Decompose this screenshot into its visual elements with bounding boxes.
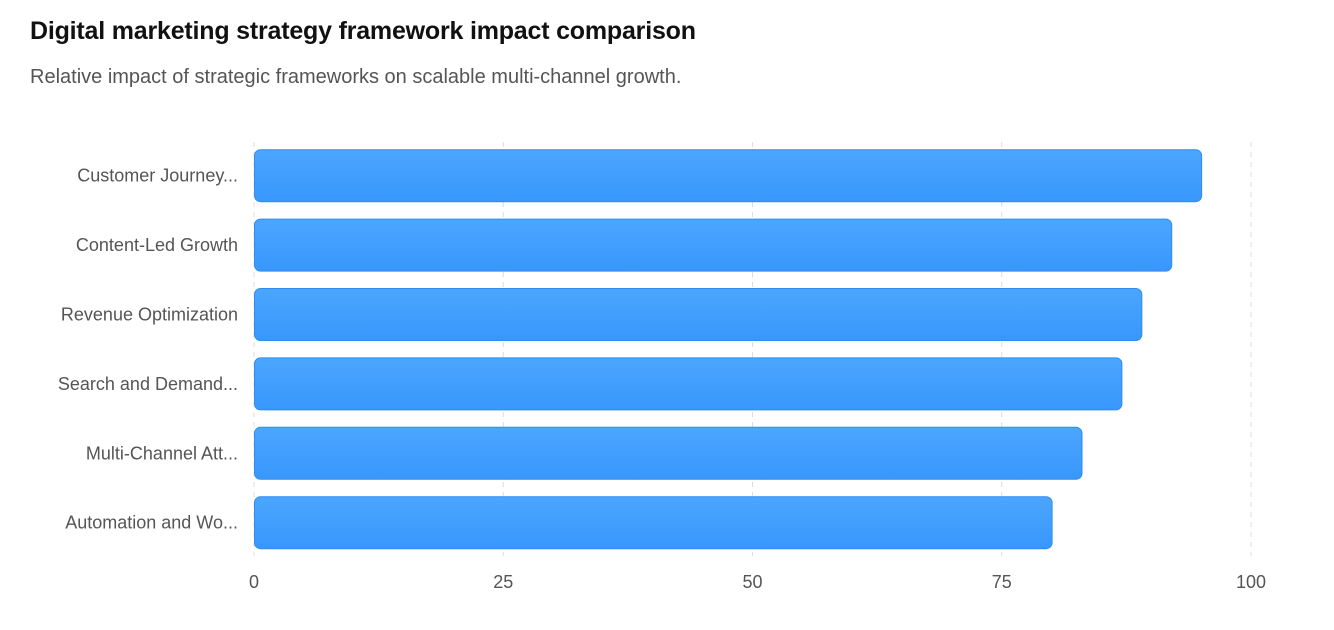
x-tick-label: 50 — [742, 572, 762, 592]
x-tick-label: 0 — [249, 572, 259, 592]
category-label: Search and Demand... — [58, 374, 238, 394]
category-label: Customer Journey... — [77, 166, 238, 186]
category-label: Multi-Channel Att... — [86, 443, 238, 463]
x-axis-ticks: 0 25 50 75 100 — [249, 572, 1266, 592]
bar[interactable] — [254, 357, 1123, 411]
bar[interactable] — [254, 496, 1053, 550]
category-labels: Customer Journey... Content-Led Growth Rev… — [58, 166, 238, 533]
bar[interactable] — [254, 426, 1083, 480]
category-label: Revenue Optimization — [61, 305, 238, 325]
chart-title: Digital marketing strategy framework imp… — [30, 17, 696, 45]
gridlines — [253, 142, 1252, 556]
x-tick-label: 75 — [992, 572, 1012, 592]
x-tick-label: 100 — [1236, 572, 1266, 592]
category-label: Content-Led Growth — [76, 235, 238, 255]
bar[interactable] — [254, 149, 1203, 203]
bar[interactable] — [254, 218, 1173, 272]
chart-subtitle: Relative impact of strategic frameworks … — [30, 66, 682, 88]
category-label: Automation and Wo... — [65, 513, 238, 533]
bar[interactable] — [254, 288, 1143, 341]
bars — [254, 149, 1203, 550]
x-tick-label: 25 — [493, 572, 513, 592]
